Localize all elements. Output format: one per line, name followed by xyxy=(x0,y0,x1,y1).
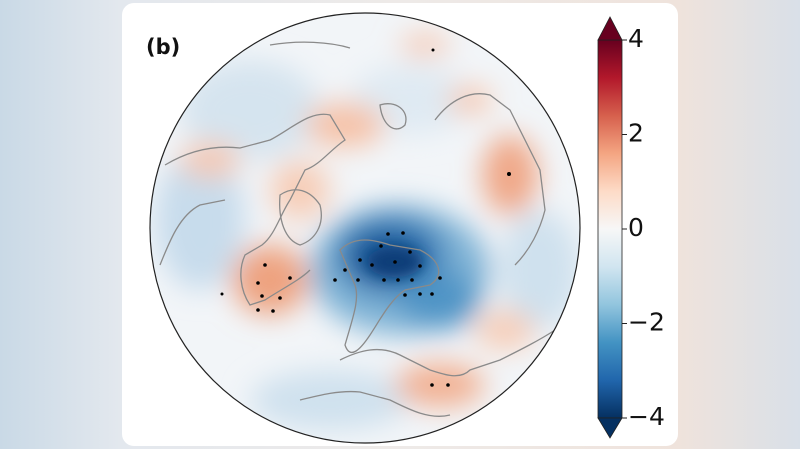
colorbar xyxy=(597,16,623,439)
colorbar-tick-label: −2 xyxy=(628,308,665,337)
map xyxy=(150,13,580,443)
colorbar-tick-label: 2 xyxy=(628,119,644,148)
colorbar-tick-label: 0 xyxy=(628,213,644,242)
colorbar-tick-label: 4 xyxy=(628,24,644,53)
colorbar-tick-label: −4 xyxy=(628,402,665,431)
globe-outline xyxy=(149,12,581,444)
panel-label: (b) xyxy=(146,35,180,59)
